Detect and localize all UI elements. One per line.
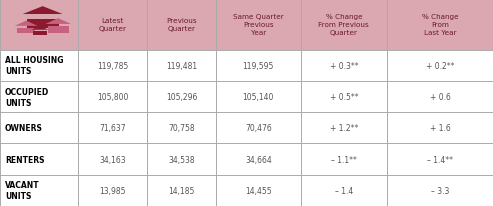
Text: 71,637: 71,637	[99, 124, 126, 133]
Bar	[0, 50, 78, 82]
Text: % Change
From Previous
Quarter: % Change From Previous Quarter	[318, 14, 369, 36]
Text: OWNERS: OWNERS	[5, 124, 43, 133]
Bar	[216, 82, 301, 113]
Text: 70,476: 70,476	[245, 124, 272, 133]
Bar	[147, 82, 216, 113]
Text: – 1.1**: – 1.1**	[331, 155, 357, 164]
Bar	[0, 113, 78, 144]
Text: 105,296: 105,296	[166, 93, 197, 102]
Bar	[78, 113, 147, 144]
Bar	[17, 28, 35, 34]
Bar	[147, 144, 216, 175]
Bar	[147, 113, 216, 144]
Bar	[301, 113, 387, 144]
Text: 105,800: 105,800	[97, 93, 128, 102]
Polygon shape	[45, 19, 71, 25]
Text: – 1.4**: – 1.4**	[427, 155, 453, 164]
Text: RENTERS: RENTERS	[5, 155, 44, 164]
Bar	[0, 0, 78, 50]
Text: 119,785: 119,785	[97, 62, 128, 70]
Bar	[387, 82, 493, 113]
Text: Previous
Quarter: Previous Quarter	[166, 18, 197, 32]
Text: + 1.2**: + 1.2**	[330, 124, 358, 133]
Text: 119,481: 119,481	[166, 62, 197, 70]
Bar	[216, 144, 301, 175]
Bar	[78, 50, 147, 82]
Bar	[147, 0, 216, 50]
Bar	[78, 82, 147, 113]
Text: + 0.3**: + 0.3**	[329, 62, 358, 70]
Text: + 0.6: + 0.6	[429, 93, 451, 102]
Text: – 3.3: – 3.3	[431, 186, 449, 195]
Bar	[301, 82, 387, 113]
Polygon shape	[32, 27, 48, 31]
Bar	[301, 144, 387, 175]
Text: 14,185: 14,185	[168, 186, 195, 195]
Bar	[301, 0, 387, 50]
Bar	[216, 175, 301, 206]
Text: 13,985: 13,985	[99, 186, 126, 195]
Text: OCCUPIED
UNITS: OCCUPIED UNITS	[5, 87, 49, 107]
Text: 34,163: 34,163	[99, 155, 126, 164]
Bar	[387, 175, 493, 206]
Text: % Change
From
Last Year: % Change From Last Year	[422, 14, 458, 36]
Text: ALL HOUSING
UNITS: ALL HOUSING UNITS	[5, 56, 64, 76]
Bar	[216, 113, 301, 144]
Bar	[147, 175, 216, 206]
Bar	[27, 20, 59, 29]
Text: + 0.2**: + 0.2**	[426, 62, 454, 70]
Bar	[301, 50, 387, 82]
Text: + 0.5**: + 0.5**	[329, 93, 358, 102]
Text: – 1.4: – 1.4	[335, 186, 353, 195]
Polygon shape	[23, 7, 63, 15]
Text: 34,538: 34,538	[168, 155, 195, 164]
Bar	[216, 0, 301, 50]
Text: 105,140: 105,140	[243, 93, 274, 102]
Bar	[0, 175, 78, 206]
Text: 14,455: 14,455	[245, 186, 272, 195]
Polygon shape	[15, 22, 37, 27]
Bar	[301, 175, 387, 206]
Bar	[216, 50, 301, 82]
Bar	[0, 82, 78, 113]
Bar	[0, 144, 78, 175]
Bar	[147, 50, 216, 82]
Bar	[78, 0, 147, 50]
Text: Latest
Quarter: Latest Quarter	[99, 18, 126, 32]
Text: Same Quarter
Previous
Year: Same Quarter Previous Year	[233, 14, 283, 36]
Text: 34,664: 34,664	[245, 155, 272, 164]
Bar	[387, 144, 493, 175]
Bar	[78, 144, 147, 175]
Text: VACANT
UNITS: VACANT UNITS	[5, 180, 39, 200]
Bar	[33, 32, 47, 36]
Text: 119,595: 119,595	[243, 62, 274, 70]
Bar	[78, 175, 147, 206]
Bar	[387, 0, 493, 50]
Bar	[387, 113, 493, 144]
Text: 70,758: 70,758	[168, 124, 195, 133]
Text: + 1.6: + 1.6	[429, 124, 451, 133]
Bar	[387, 50, 493, 82]
Bar	[48, 27, 69, 33]
